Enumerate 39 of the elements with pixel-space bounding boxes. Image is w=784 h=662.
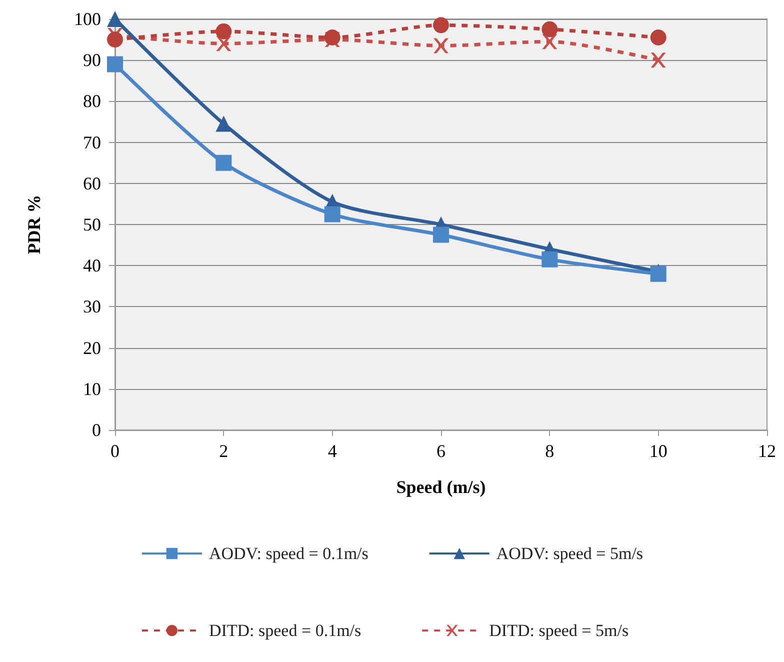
- x-tick-label: 4: [328, 441, 337, 461]
- point: [107, 11, 123, 27]
- x-tick-label: 12: [758, 441, 776, 461]
- y-tick-label: 100: [74, 9, 101, 29]
- x-tick-label: 10: [649, 441, 668, 461]
- point: [216, 154, 232, 171]
- y-tick-label: 20: [83, 338, 101, 358]
- y-tick-label: 0: [92, 420, 101, 440]
- point: [324, 206, 340, 222]
- point: [650, 52, 666, 68]
- point: [434, 38, 448, 54]
- y-tick-label: 60: [83, 173, 101, 194]
- x-tick-label: 8: [545, 441, 554, 461]
- point: [107, 32, 123, 48]
- point: [107, 56, 123, 72]
- point: [216, 23, 232, 40]
- legend-label: AODV: speed = 0.1m/s: [208, 544, 368, 563]
- x-tick-label: 0: [110, 441, 120, 461]
- point: [650, 30, 666, 46]
- point: [542, 251, 558, 268]
- y-tick-label: 90: [83, 50, 101, 70]
- y-tick-label: 10: [83, 378, 101, 399]
- x-tick-label: 6: [436, 441, 446, 461]
- y-tick-label: 40: [83, 256, 101, 276]
- y-tick-label: 50: [83, 214, 101, 234]
- y-tick-label: 80: [83, 91, 101, 112]
- x-tick-label: 2: [219, 441, 228, 461]
- y-tick-label: 30: [83, 296, 101, 317]
- point: [542, 21, 558, 38]
- x-axis-title: Speed (m/s): [396, 477, 486, 497]
- legend-label: DITD: speed = 0.1m/s: [208, 621, 362, 640]
- point: [542, 34, 558, 50]
- legend-label: AODV: speed = 5m/s: [496, 544, 644, 563]
- point: [433, 17, 449, 34]
- point: [433, 226, 449, 243]
- legend-label: DITD: speed = 5m/s: [489, 621, 629, 640]
- point: [216, 116, 232, 132]
- y-axis-title: PDR %: [24, 194, 44, 254]
- y-tick-label: 70: [83, 132, 101, 152]
